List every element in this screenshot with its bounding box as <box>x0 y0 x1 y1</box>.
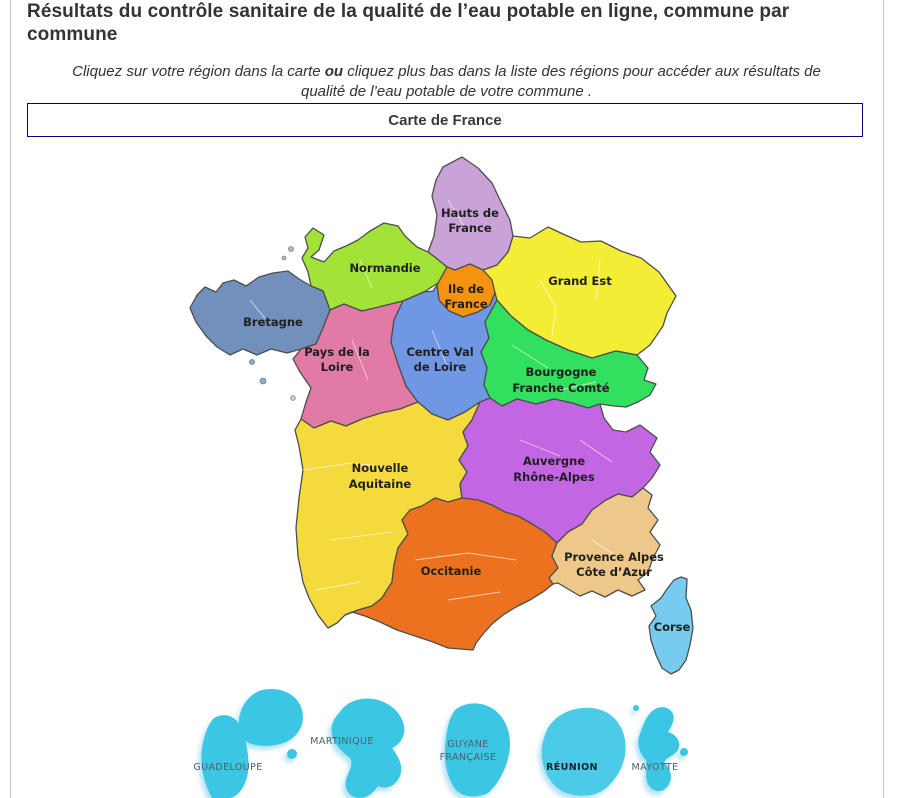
page-title: Résultats du contrôle sanitaire de la qu… <box>27 1 790 45</box>
content-left-border <box>10 0 11 798</box>
instructions-part1: Cliquez sur votre région dans la carte <box>72 63 325 80</box>
regions-group <box>189 156 694 675</box>
island-noirmoutier <box>290 395 296 401</box>
island-belle-ile <box>249 359 255 365</box>
instructions-part2: cliquez plus bas dans la liste des régio… <box>343 63 821 80</box>
region-corse[interactable] <box>648 576 694 675</box>
content-right-border <box>883 0 884 798</box>
instructions-part3: qualité de l’eau potable de votre commun… <box>300 83 593 100</box>
island-groix <box>259 377 267 385</box>
map-header-label: Carte de France <box>388 111 502 129</box>
region-reunion[interactable] <box>541 707 626 796</box>
instructions-ou-bold: ou <box>324 63 344 80</box>
overseas-group: GUADELOUPE MARTINIQUE GUYANE FRANÇAISE R… <box>193 688 688 798</box>
instructions-text: Cliquez sur votre région dans la carte o… <box>30 62 863 102</box>
region-hauts-de-france[interactable] <box>427 156 514 271</box>
region-martinique[interactable] <box>331 698 405 798</box>
island-jersey <box>288 246 294 252</box>
region-guadeloupe[interactable] <box>201 688 303 798</box>
region-bretagne[interactable] <box>189 270 331 356</box>
map-header-box: Carte de France <box>27 103 863 137</box>
region-guyane-francaise[interactable] <box>444 703 510 797</box>
island-guernsey <box>281 255 287 261</box>
region-mayotte[interactable] <box>633 705 688 792</box>
